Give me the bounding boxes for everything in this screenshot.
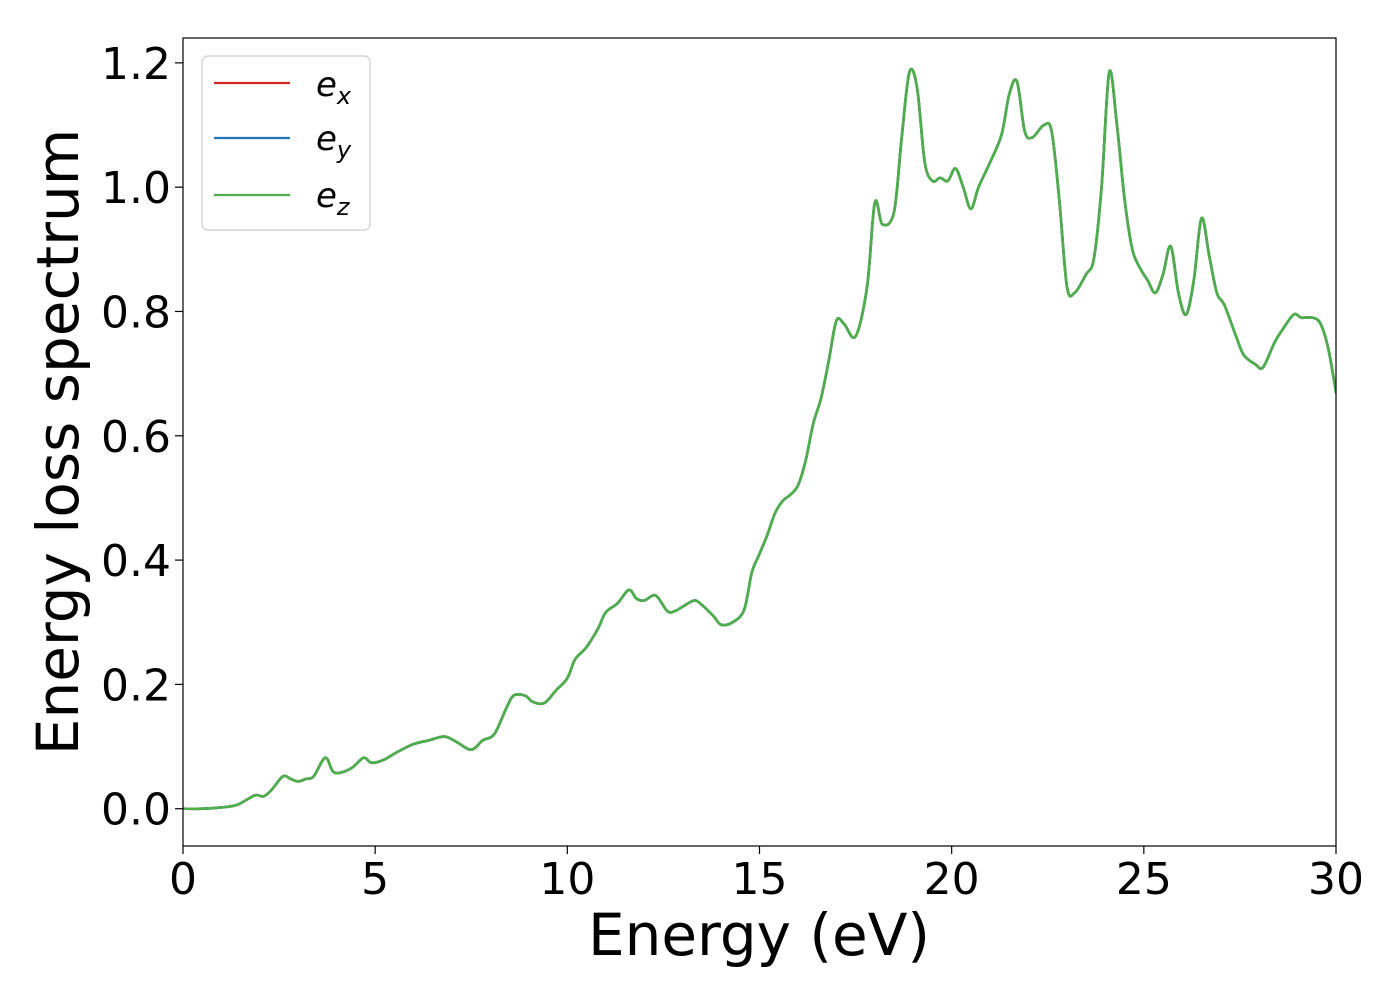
series-line-ez xyxy=(183,67,1336,811)
x-tick-label: 20 xyxy=(924,854,980,905)
x-axis-label: Energy (eV) xyxy=(588,901,930,969)
legend-label-ey: ey xyxy=(316,119,352,164)
y-tick-label: 0.4 xyxy=(101,536,171,587)
x-tick-label: 10 xyxy=(539,854,595,905)
y-tick-label: 0.2 xyxy=(101,660,171,711)
x-tick-label: 30 xyxy=(1308,854,1364,905)
x-tick-label: 0 xyxy=(169,854,197,905)
x-axis-ticks: 0 5 10 15 20 25 30 xyxy=(169,846,1364,905)
series-layer xyxy=(183,67,1336,811)
y-tick-label: 1.2 xyxy=(101,39,171,90)
x-tick-label: 15 xyxy=(732,854,788,905)
x-tick-label: 25 xyxy=(1116,854,1172,905)
y-tick-label: 0.6 xyxy=(101,412,171,463)
legend-label-ez: ez xyxy=(316,176,351,221)
x-tick-label: 5 xyxy=(361,854,389,905)
y-axis-ticks: 0.0 0.2 0.4 0.6 0.8 1.0 1.2 xyxy=(101,39,183,836)
legend-label-ex: ex xyxy=(316,65,352,110)
y-tick-label: 1.0 xyxy=(101,163,171,214)
y-tick-label: 0.8 xyxy=(101,287,171,338)
y-tick-label: 0.0 xyxy=(101,785,171,836)
legend: ex ey ez xyxy=(201,55,371,231)
y-axis-label: Energy loss spectrum xyxy=(24,129,92,755)
plot-area xyxy=(183,38,1336,846)
legend-box xyxy=(201,55,371,231)
